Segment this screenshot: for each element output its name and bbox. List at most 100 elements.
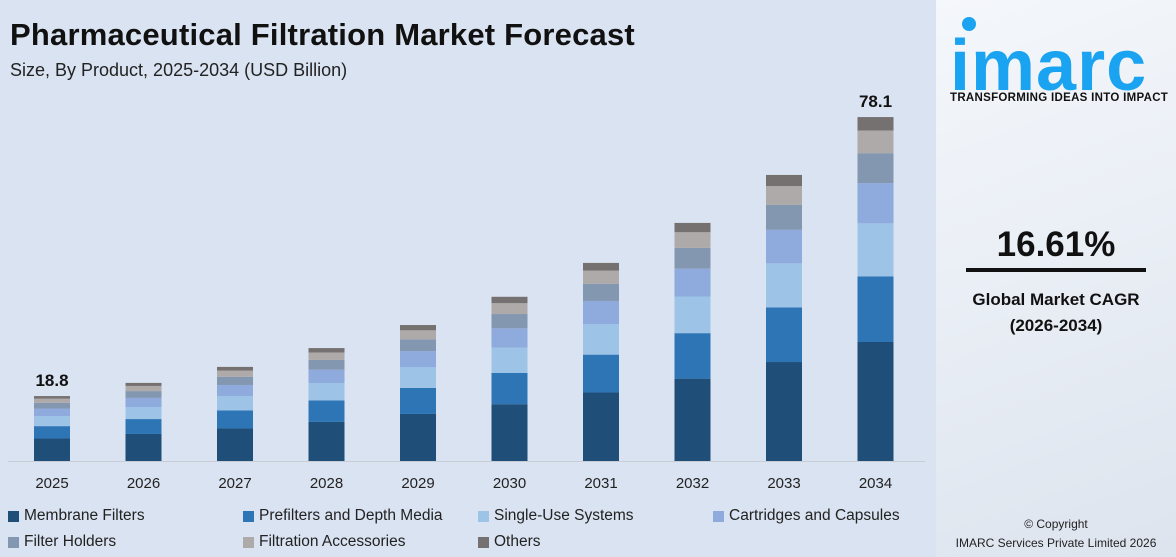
bar-segment-others-2031 — [583, 262, 619, 271]
x-tick-label: 2030 — [493, 475, 526, 492]
bar-segment-cartridges-and-capsules-2032 — [674, 268, 711, 297]
svg-text:imarc: imarc — [950, 26, 1147, 93]
x-tick-label: 2026 — [127, 475, 160, 492]
bar-segment-filtration-accessories-2033 — [766, 186, 802, 205]
copyright: © Copyright IMARC Services Private Limit… — [936, 515, 1176, 553]
bar-segment-filtration-accessories-2034 — [857, 130, 894, 154]
bar-segment-prefilters-and-depth-media-2034 — [857, 276, 894, 342]
brand-panel: imarc TRANSFORMING IDEAS INTO IMPACT 16.… — [936, 0, 1176, 557]
chart-subtitle: Size, By Product, 2025-2034 (USD Billion… — [10, 60, 348, 80]
legend-swatch — [243, 510, 254, 522]
legend-item: Single-Use Systems — [478, 507, 634, 525]
bar-segment-single-use-systems-2032 — [674, 296, 711, 334]
bar-segment-membrane-filters-2030 — [491, 404, 528, 461]
legend-label: Others — [494, 533, 541, 550]
x-tick-label: 2025 — [35, 475, 68, 492]
legend-label: Membrane Filters — [24, 507, 145, 524]
bar-segment-cartridges-and-capsules-2034 — [857, 183, 894, 224]
bar-segment-membrane-filters-2033 — [766, 362, 802, 461]
bar-segment-membrane-filters-2028 — [308, 421, 345, 461]
legend-label: Cartridges and Capsules — [729, 507, 900, 524]
bar-segment-cartridges-and-capsules-2026 — [125, 397, 162, 408]
legend-item: Others — [478, 533, 541, 551]
x-tick-label: 2032 — [676, 475, 709, 492]
legend-label: Filter Holders — [24, 533, 117, 550]
bar-segment-filtration-accessories-2031 — [583, 270, 619, 284]
bar-segment-single-use-systems-2030 — [491, 347, 528, 373]
copyright-line2: IMARC Services Private Limited 2026 — [955, 536, 1157, 550]
bar-segment-cartridges-and-capsules-2028 — [308, 369, 345, 383]
bar-segment-filtration-accessories-2025 — [34, 398, 70, 403]
total-data-label: 78.1 — [859, 92, 892, 111]
x-tick-label: 2027 — [218, 475, 251, 492]
legend-swatch — [478, 510, 489, 522]
x-tick-label: 2033 — [767, 475, 800, 492]
bar-segment-membrane-filters-2026 — [125, 433, 162, 461]
legend-swatch — [8, 510, 19, 522]
bar-segment-others-2029 — [400, 325, 436, 331]
bar-segment-filter-holders-2025 — [34, 402, 70, 409]
bar-segment-filter-holders-2034 — [857, 153, 894, 184]
legend-item: Cartridges and Capsules — [713, 507, 900, 525]
legend-swatch — [243, 536, 254, 548]
legend-swatch — [8, 536, 19, 548]
legend-swatch — [478, 536, 489, 548]
bar-segment-filtration-accessories-2029 — [400, 330, 436, 340]
cagr-label-line2: (2026-2034) — [1009, 316, 1103, 335]
x-tick-label: 2031 — [584, 475, 617, 492]
bar-segment-single-use-systems-2031 — [583, 324, 619, 355]
bar-segment-single-use-systems-2033 — [766, 263, 802, 308]
bar-segment-cartridges-and-capsules-2030 — [491, 328, 528, 348]
brand-tagline: TRANSFORMING IDEAS INTO IMPACT — [950, 92, 1169, 104]
bar-segment-filter-holders-2028 — [308, 359, 345, 370]
bar-segment-filter-holders-2026 — [125, 391, 162, 398]
bar-segment-others-2033 — [766, 174, 802, 187]
bar-segment-cartridges-and-capsules-2033 — [766, 229, 802, 264]
bar-segment-single-use-systems-2029 — [400, 367, 436, 388]
legend-label: Prefilters and Depth Media — [259, 507, 443, 524]
bar-segment-others-2030 — [491, 296, 528, 304]
legend-swatch — [713, 510, 724, 522]
legend-item: Prefilters and Depth Media — [243, 507, 443, 525]
bar-segment-cartridges-and-capsules-2027 — [217, 384, 253, 396]
x-tick-label: 2028 — [310, 475, 343, 492]
legend-label: Filtration Accessories — [259, 533, 406, 550]
bar-segment-filtration-accessories-2032 — [674, 232, 711, 248]
cagr-label: Global Market CAGR (2026-2034) — [936, 287, 1176, 339]
bar-segment-others-2028 — [308, 348, 345, 353]
chart-title: Pharmaceutical Filtration Market Forecas… — [10, 17, 635, 52]
bar-segment-filtration-accessories-2028 — [308, 352, 345, 360]
stacked-bar-chart: 2025 18.8 2026 2027 2028 2029 2030 2031 2032 2033… — [8, 92, 925, 492]
bar-segment-prefilters-and-depth-media-2028 — [308, 400, 345, 422]
bar-segment-filtration-accessories-2030 — [491, 303, 528, 315]
bar-segment-others-2032 — [674, 222, 711, 233]
bar-segment-cartridges-and-capsules-2025 — [34, 408, 70, 417]
bar-segment-membrane-filters-2027 — [217, 428, 253, 461]
bar-segment-filter-holders-2032 — [674, 247, 711, 269]
bar-segment-others-2027 — [217, 366, 253, 371]
bar-segment-prefilters-and-depth-media-2032 — [674, 333, 711, 379]
bar-segment-prefilters-and-depth-media-2029 — [400, 387, 436, 414]
bar-segment-single-use-systems-2027 — [217, 395, 253, 411]
bar-segment-prefilters-and-depth-media-2030 — [491, 372, 528, 405]
bar-segment-filter-holders-2027 — [217, 376, 253, 385]
cagr-divider — [966, 268, 1146, 272]
bar-segment-cartridges-and-capsules-2031 — [583, 300, 619, 325]
x-tick-label: 2029 — [401, 475, 434, 492]
bar-segment-filter-holders-2030 — [491, 314, 528, 329]
bar-segment-filtration-accessories-2026 — [125, 385, 162, 392]
bar-segment-prefilters-and-depth-media-2031 — [583, 354, 619, 393]
legend-item: Filter Holders — [8, 533, 116, 551]
bar-segment-membrane-filters-2032 — [674, 378, 711, 461]
bar-segment-others-2034 — [857, 117, 894, 131]
bar-segment-filter-holders-2029 — [400, 339, 436, 352]
bar-segment-prefilters-and-depth-media-2033 — [766, 307, 802, 363]
bar-segment-filtration-accessories-2027 — [217, 370, 253, 377]
x-tick-label: 2034 — [859, 475, 892, 492]
bar-segment-single-use-systems-2034 — [857, 223, 894, 277]
bar-segment-single-use-systems-2028 — [308, 382, 345, 401]
bar-segment-prefilters-and-depth-media-2025 — [34, 426, 70, 439]
legend-label: Single-Use Systems — [494, 507, 634, 524]
bar-segment-membrane-filters-2025 — [34, 438, 70, 461]
bar-segment-single-use-systems-2026 — [125, 407, 162, 420]
